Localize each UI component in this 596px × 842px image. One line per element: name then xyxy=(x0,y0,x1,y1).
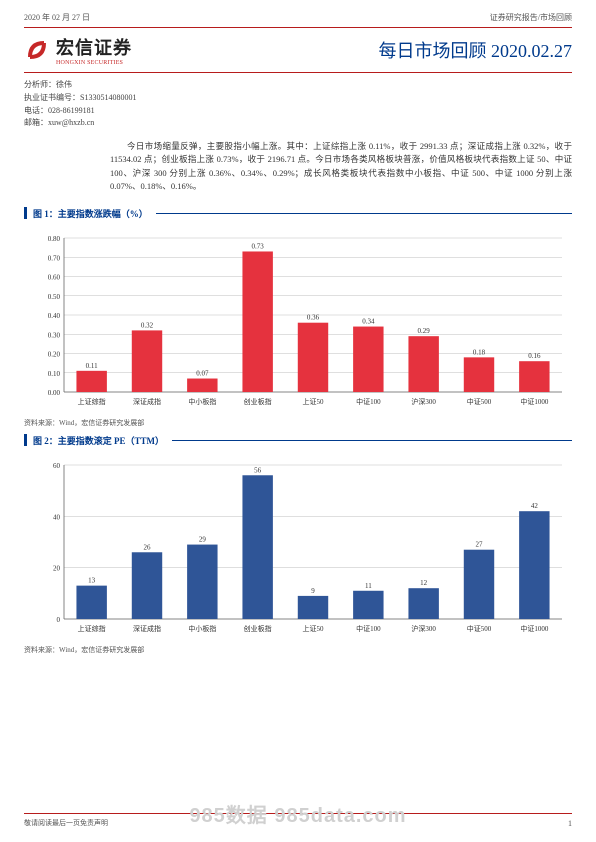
svg-text:27: 27 xyxy=(476,541,484,549)
fig1-header-line xyxy=(156,213,572,214)
svg-text:0.10: 0.10 xyxy=(48,370,61,378)
brand-row: 宏信证券 HONGXIN SECURITIES 每日市场回顾 2020.02.2… xyxy=(0,34,596,66)
header-doctype: 证券研究报告/市场回顾 xyxy=(490,12,572,23)
footer-page: 1 xyxy=(568,819,572,828)
fig1-title: 图 1：主要指数涨跌幅（%） xyxy=(33,207,148,220)
svg-text:0.32: 0.32 xyxy=(141,321,154,329)
svg-text:26: 26 xyxy=(144,543,152,551)
svg-text:0.36: 0.36 xyxy=(307,314,320,322)
fig2-header: 图 2：主要指数滚定 PE（TTM） xyxy=(24,434,572,447)
fig2-title: 图 2：主要指数滚定 PE（TTM） xyxy=(33,434,164,447)
svg-text:中证500: 中证500 xyxy=(467,624,492,633)
svg-text:0.30: 0.30 xyxy=(48,331,61,339)
brand: 宏信证券 HONGXIN SECURITIES xyxy=(24,34,132,66)
fig2-header-line xyxy=(172,440,572,441)
svg-text:60: 60 xyxy=(53,462,61,470)
svg-text:20: 20 xyxy=(53,565,61,573)
svg-text:中证1000: 中证1000 xyxy=(520,397,548,406)
svg-text:42: 42 xyxy=(531,502,539,510)
top-rule xyxy=(24,27,572,28)
fig2-chart: 0 20 40 60 13 上证综指 26 深证成指 29 中小板指 56 创业板指 9 上证50 11 中证… xyxy=(24,451,572,643)
brand-logo-icon xyxy=(24,37,50,63)
svg-text:0.18: 0.18 xyxy=(473,348,486,356)
svg-text:56: 56 xyxy=(254,466,262,474)
svg-text:29: 29 xyxy=(199,535,207,543)
svg-text:9: 9 xyxy=(311,587,315,595)
svg-text:0.29: 0.29 xyxy=(418,327,431,335)
footer-disclaimer: 敬请阅读最后一页免责声明 xyxy=(24,818,108,828)
top-header: 2020 年 02 月 27 日 证券研究报告/市场回顾 xyxy=(0,0,596,27)
fig1-chart: 0.00 0.10 0.20 0.30 0.40 0.50 0.60 0.70 0.80 0.11… xyxy=(24,224,572,416)
fig1-accent xyxy=(24,207,27,219)
fig2-accent xyxy=(24,434,27,446)
analyst-license: 执业证书编号：S1330514080001 xyxy=(24,92,572,105)
svg-text:0.07: 0.07 xyxy=(196,369,209,377)
svg-text:0.00: 0.00 xyxy=(48,389,61,397)
svg-text:0.11: 0.11 xyxy=(86,362,98,370)
svg-text:13: 13 xyxy=(88,577,96,585)
svg-text:上证50: 上证50 xyxy=(303,624,324,633)
analyst-info: 分析师：徐伟 执业证书编号：S1330514080001 电话：028-8619… xyxy=(0,79,596,130)
analyst-phone: 电话：028-86199181 xyxy=(24,105,572,118)
page-title: 每日市场回顾 2020.02.27 xyxy=(379,37,573,63)
svg-text:中证100: 中证100 xyxy=(356,624,381,633)
svg-text:0.50: 0.50 xyxy=(48,293,61,301)
svg-text:创业板指: 创业板指 xyxy=(244,624,272,633)
svg-text:沪深300: 沪深300 xyxy=(411,624,436,633)
brand-name-en: HONGXIN SECURITIES xyxy=(56,60,132,66)
svg-text:沪深300: 沪深300 xyxy=(411,397,436,406)
svg-text:12: 12 xyxy=(420,579,428,587)
svg-text:上证综指: 上证综指 xyxy=(78,624,106,633)
svg-text:中证500: 中证500 xyxy=(467,397,492,406)
svg-text:创业板指: 创业板指 xyxy=(244,397,272,406)
svg-text:深证成指: 深证成指 xyxy=(133,397,161,406)
svg-text:11: 11 xyxy=(365,582,372,590)
svg-text:0.40: 0.40 xyxy=(48,312,61,320)
analyst-name: 分析师：徐伟 xyxy=(24,79,572,92)
svg-text:上证综指: 上证综指 xyxy=(78,397,106,406)
svg-text:中小板指: 中小板指 xyxy=(188,397,216,406)
svg-text:中证1000: 中证1000 xyxy=(520,624,548,633)
svg-text:0.34: 0.34 xyxy=(362,317,375,325)
svg-text:0.16: 0.16 xyxy=(528,352,541,360)
fig2-source: 资料来源：Wind，宏信证券研究发展部 xyxy=(24,645,572,655)
analyst-email: 邮箱：xuw@hxzb.cn xyxy=(24,117,572,130)
summary-paragraph: 今日市场缩量反弹，主要股指小幅上涨。其中：上证综指上涨 0.11%，收于 299… xyxy=(0,130,596,201)
svg-text:40: 40 xyxy=(53,513,61,521)
svg-text:深证成指: 深证成指 xyxy=(133,624,161,633)
svg-text:0.70: 0.70 xyxy=(48,254,61,262)
footer: 敬请阅读最后一页免责声明 985数据 985data.com 1 xyxy=(24,813,572,828)
svg-text:0.73: 0.73 xyxy=(252,242,265,250)
svg-text:中证100: 中证100 xyxy=(356,397,381,406)
svg-text:0.20: 0.20 xyxy=(48,350,61,358)
svg-text:0: 0 xyxy=(57,616,61,624)
title-rule xyxy=(24,72,572,73)
brand-name-cn: 宏信证券 xyxy=(56,34,132,60)
svg-text:0.80: 0.80 xyxy=(48,235,61,243)
svg-text:0.60: 0.60 xyxy=(48,273,61,281)
header-date: 2020 年 02 月 27 日 xyxy=(24,12,90,23)
svg-text:上证50: 上证50 xyxy=(303,397,324,406)
fig1-source: 资料来源：Wind，宏信证券研究发展部 xyxy=(24,418,572,428)
fig1-header: 图 1：主要指数涨跌幅（%） xyxy=(24,207,572,220)
svg-text:中小板指: 中小板指 xyxy=(188,624,216,633)
